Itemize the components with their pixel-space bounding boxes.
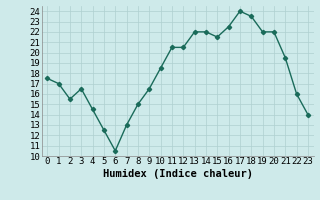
X-axis label: Humidex (Indice chaleur): Humidex (Indice chaleur): [103, 169, 252, 179]
